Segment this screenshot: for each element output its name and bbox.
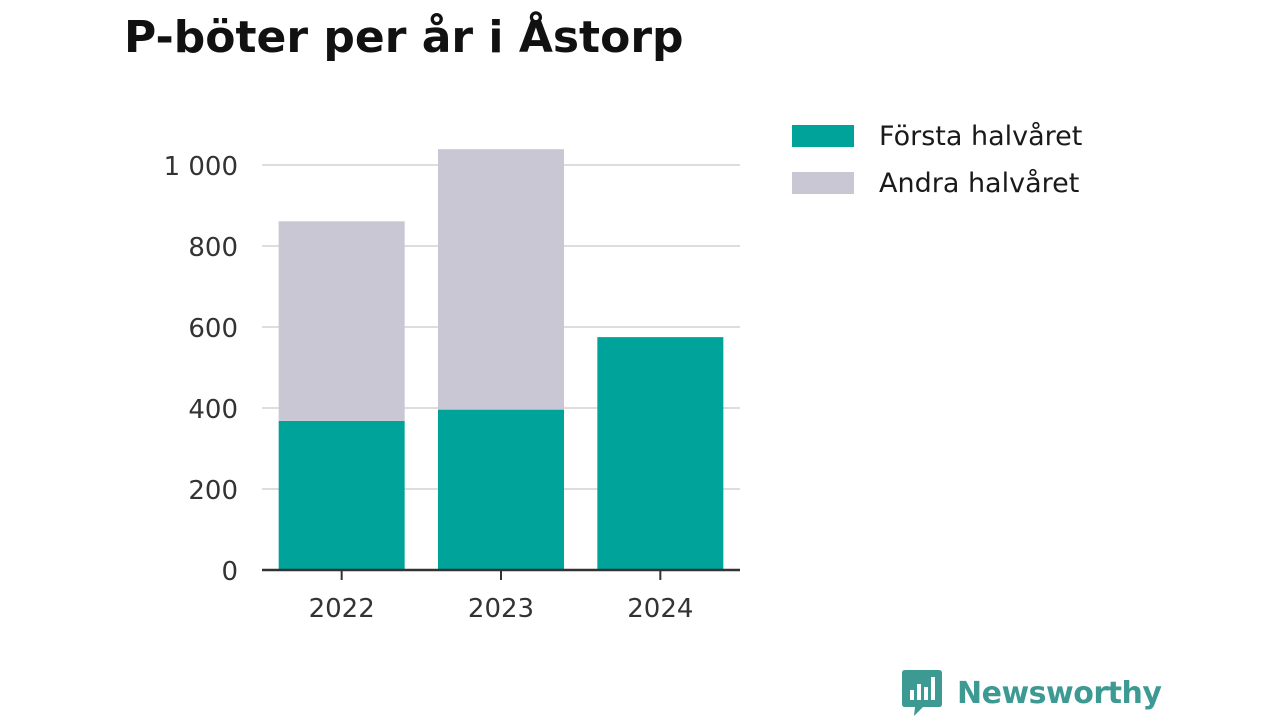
legend-item-first-half: Första halvåret [792, 118, 1082, 154]
x-tick-label: 2023 [468, 594, 534, 624]
y-tick-label: 200 [188, 476, 238, 506]
y-tick-label: 400 [188, 395, 238, 425]
y-tick-label: 1 000 [164, 152, 238, 182]
y-tick-label: 600 [188, 314, 238, 344]
legend-swatch-first-half [792, 125, 854, 147]
y-tick-label: 800 [188, 233, 238, 263]
bar-second-half-2022 [278, 221, 405, 421]
bars [278, 149, 724, 570]
chart-title: P-böter per år i Åstorp [124, 12, 684, 63]
legend-label-second-half: Andra halvåret [879, 167, 1080, 199]
legend-swatch-second-half [792, 172, 854, 194]
bar-chart-speech-bubble-icon [902, 670, 942, 716]
x-tick-label: 2022 [309, 594, 375, 624]
brand-name: Newsworthy [957, 675, 1162, 711]
axes [262, 568, 740, 580]
legend-item-second-half: Andra halvåret [792, 165, 1082, 201]
legend: Första halvåret Andra halvåret [792, 118, 1082, 212]
brand-logo: Newsworthy [901, 668, 1162, 718]
x-tick-label: 2024 [627, 594, 693, 624]
bar-first-half-2022 [278, 420, 405, 570]
bar-first-half-2024 [597, 337, 724, 570]
tick-labels: 0 200 400 600 800 1 000 2022 2023 2024 [164, 152, 694, 624]
legend-label-first-half: Första halvåret [879, 120, 1083, 152]
bar-second-half-2023 [438, 149, 564, 410]
bar-first-half-2023 [438, 409, 564, 570]
y-tick-label: 0 [221, 557, 238, 587]
